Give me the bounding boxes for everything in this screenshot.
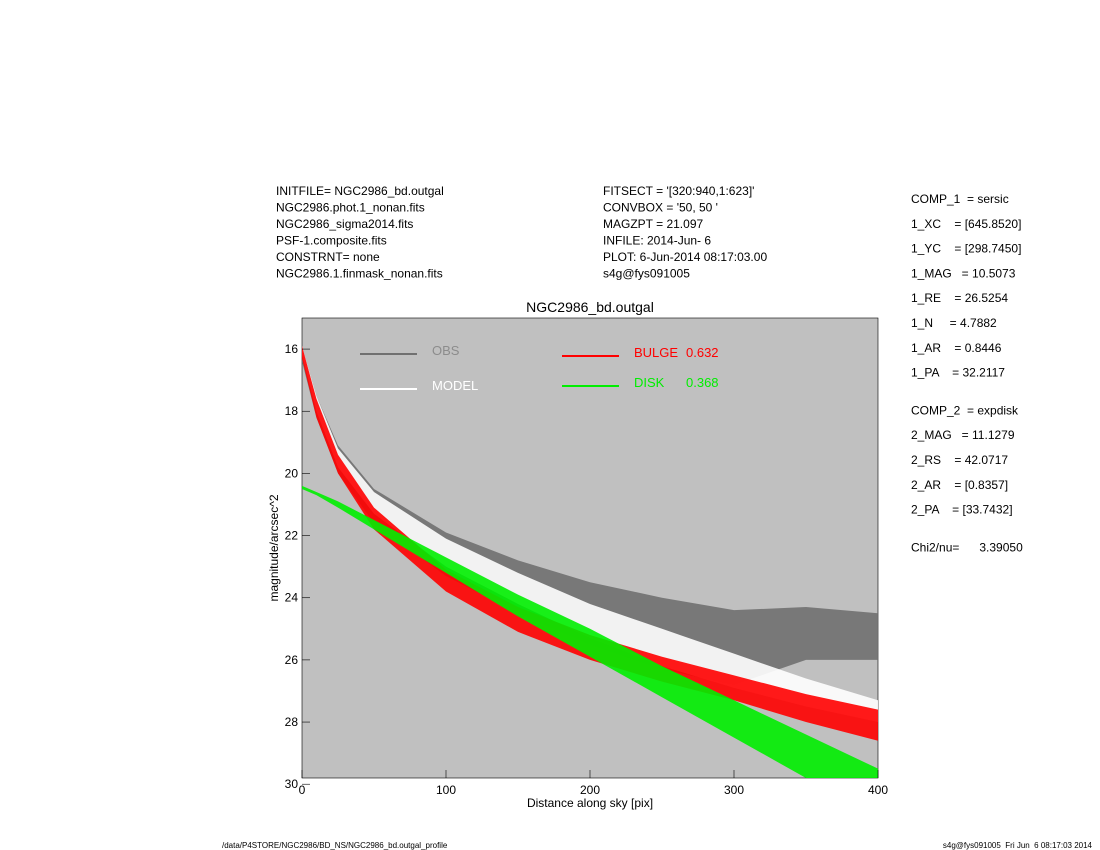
x-tick-label: 0 — [299, 783, 306, 797]
header-line: PLOT: 6-Jun-2014 08:17:03.00 — [603, 250, 767, 264]
y-tick-label: 26 — [285, 653, 299, 667]
legend-label: BULGE — [634, 345, 678, 360]
fit-parameter: 2_MAG = 11.1279 — [911, 428, 1015, 442]
fit-parameter: Chi2/nu= 3.39050 — [911, 540, 1023, 554]
fit-parameter: 1_XC = [645.8520] — [911, 217, 1021, 231]
y-tick-label: 30 — [285, 777, 299, 791]
fit-parameter: 1_YC = [298.7450] — [911, 242, 1021, 256]
fit-parameter: COMP_1 = sersic — [911, 192, 1009, 206]
header-line: INITFILE= NGC2986_bd.outgal — [276, 184, 444, 198]
y-tick-label: 24 — [285, 591, 299, 605]
x-tick-label: 200 — [580, 783, 600, 797]
y-tick-label: 20 — [285, 466, 299, 480]
fit-parameter: 1_RE = 26.5254 — [911, 291, 1008, 305]
footer-left: /data/P4STORE/NGC2986/BD_NS/NGC2986_bd.o… — [222, 841, 448, 850]
fit-parameter: 1_PA = 32.2117 — [911, 366, 1005, 380]
y-axis-label: magnitude/arcsec^2 — [267, 494, 281, 601]
chart-title: NGC2986_bd.outgal — [526, 299, 654, 315]
x-tick-label: 100 — [436, 783, 456, 797]
band — [302, 345, 878, 741]
header-line: NGC2986.phot.1_nonan.fits — [276, 201, 425, 215]
footer-right: s4g@fys091005 Fri Jun 6 08:17:03 2014 — [943, 841, 1093, 850]
header-line: INFILE: 2014-Jun- 6 — [603, 234, 711, 248]
header-line: PSF-1.composite.fits — [276, 234, 387, 248]
y-tick-label: 28 — [285, 715, 299, 729]
fit-parameter: COMP_2 = expdisk — [911, 403, 1019, 417]
band — [302, 485, 878, 778]
y-tick-label: 18 — [285, 404, 299, 418]
x-tick-label: 400 — [868, 783, 888, 797]
y-tick-label: 16 — [285, 342, 299, 356]
legend-label: OBS — [432, 343, 460, 358]
fit-parameter: 1_AR = 0.8446 — [911, 341, 1002, 355]
header-line: NGC2986.1.finmask_nonan.fits — [276, 267, 443, 281]
band — [302, 345, 878, 723]
header-line: CONVBOX = '50, 50 ' — [603, 201, 718, 215]
header-line: FITSECT = '[320:940,1:623]' — [603, 184, 754, 198]
legend-label: DISK — [634, 375, 665, 390]
header-line: CONSTRNT= none — [276, 250, 380, 264]
x-axis-label: Distance along sky [pix] — [527, 796, 653, 810]
x-tick-label: 300 — [724, 783, 744, 797]
fit-parameter: 2_RS = 42.0717 — [911, 453, 1008, 467]
header-line: s4g@fys091005 — [603, 267, 690, 281]
legend-fraction: 0.368 — [686, 375, 719, 390]
header-line: NGC2986_sigma2014.fits — [276, 217, 413, 231]
legend-fraction: 0.632 — [686, 345, 719, 360]
legend-label: MODEL — [432, 378, 478, 393]
fit-parameter: 1_N = 4.7882 — [911, 316, 997, 330]
y-tick-label: 22 — [285, 529, 299, 543]
fit-parameter: 2_AR = [0.8357] — [911, 478, 1008, 492]
fit-parameter: 2_PA = [33.7432] — [911, 503, 1013, 517]
header-line: MAGZPT = 21.097 — [603, 217, 703, 231]
fit-parameter: 1_MAG = 10.5073 — [911, 266, 1016, 280]
